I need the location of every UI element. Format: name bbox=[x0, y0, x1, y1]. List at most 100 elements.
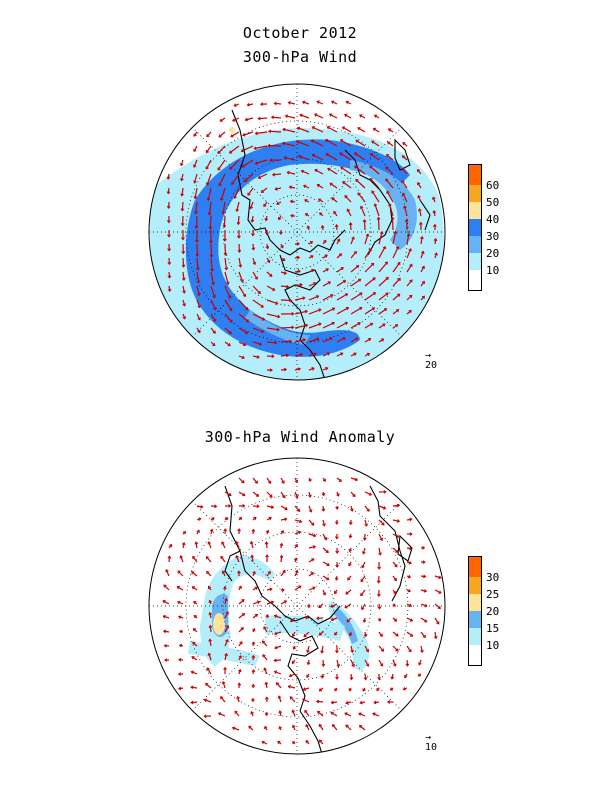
wind-vector bbox=[392, 533, 399, 538]
wind-vector-head bbox=[180, 208, 185, 212]
wind-vector-head bbox=[342, 280, 347, 284]
wind-vector-head bbox=[339, 139, 344, 143]
wind-vector-head bbox=[423, 589, 428, 593]
wind-vector-head bbox=[297, 154, 302, 159]
wind-vector-head bbox=[312, 586, 316, 590]
reference-vector-label: 10 bbox=[425, 742, 438, 753]
wind-vector bbox=[364, 338, 371, 343]
wind-vector bbox=[392, 561, 398, 568]
wind-vector-head bbox=[359, 114, 363, 118]
wind-vector bbox=[168, 285, 171, 292]
wind-vector-head bbox=[390, 676, 395, 680]
wind-vector bbox=[191, 656, 198, 661]
wind-vector-head bbox=[193, 148, 197, 153]
wind-vector-head bbox=[318, 688, 323, 692]
wind-vector bbox=[224, 611, 229, 619]
wind-vector bbox=[339, 152, 352, 161]
wind-vector-head bbox=[196, 280, 201, 284]
wind-vector bbox=[342, 181, 352, 189]
wind-vector bbox=[255, 159, 268, 165]
wind-vector bbox=[406, 645, 412, 653]
wind-vector-head bbox=[252, 261, 257, 266]
wind-vector-head bbox=[351, 663, 355, 668]
wind-vector bbox=[238, 243, 241, 253]
wind-vector-head bbox=[395, 648, 399, 652]
wind-vector-head bbox=[305, 740, 309, 744]
wind-vector bbox=[346, 209, 352, 217]
wind-vector-head bbox=[241, 164, 245, 168]
wind-vector bbox=[271, 116, 282, 119]
wind-vector-head bbox=[257, 116, 261, 121]
wind-vector bbox=[208, 201, 212, 215]
wind-vector bbox=[220, 696, 226, 703]
wind-vector-head bbox=[269, 494, 273, 498]
wind-vector-head bbox=[423, 574, 427, 579]
wind-vector-head bbox=[261, 329, 265, 334]
wind-vector bbox=[163, 630, 170, 633]
wind-vector-head bbox=[396, 534, 400, 538]
wind-vector-head bbox=[392, 603, 396, 607]
wind-vector bbox=[251, 555, 254, 563]
wind-vector-head bbox=[236, 695, 240, 700]
wind-vector-head bbox=[282, 257, 286, 262]
wind-vector bbox=[378, 338, 384, 343]
wind-vector-head bbox=[212, 294, 216, 299]
wind-vector bbox=[196, 313, 201, 321]
wind-vector bbox=[406, 659, 409, 666]
wind-vector bbox=[289, 186, 296, 189]
wind-vector bbox=[252, 600, 260, 605]
wind-vector bbox=[369, 178, 380, 189]
wind-vector bbox=[364, 234, 369, 245]
wind-vector-head bbox=[362, 688, 366, 692]
wind-vector bbox=[434, 617, 440, 625]
wind-vector-head bbox=[314, 168, 318, 173]
wind-vector bbox=[176, 586, 184, 591]
wind-vector bbox=[229, 145, 240, 154]
wind-vector bbox=[196, 505, 203, 508]
wind-vector bbox=[417, 182, 422, 189]
wind-vector-head bbox=[286, 284, 290, 289]
wind-vector-head bbox=[376, 687, 380, 692]
wind-vector-head bbox=[311, 367, 315, 371]
wind-vector-head bbox=[235, 208, 240, 213]
wind-vector-head bbox=[291, 660, 295, 665]
wind-vector bbox=[274, 645, 282, 649]
wind-vector bbox=[238, 257, 242, 268]
wind-vector-head bbox=[191, 586, 195, 590]
wind-vector bbox=[210, 341, 216, 347]
wind-vector bbox=[364, 248, 372, 259]
wind-vector bbox=[218, 131, 226, 138]
wind-vector-head bbox=[254, 613, 259, 618]
wind-vector-head bbox=[268, 129, 272, 134]
wind-vector-head bbox=[302, 296, 306, 301]
wind-vector bbox=[406, 617, 413, 622]
wind-vector bbox=[330, 711, 338, 717]
wind-vector bbox=[241, 159, 254, 168]
wind-vector-head bbox=[228, 504, 232, 508]
wind-vector-head bbox=[211, 282, 215, 286]
anomaly-vectors bbox=[162, 477, 442, 745]
wind-vector bbox=[261, 741, 268, 745]
wind-vector-head bbox=[205, 182, 210, 186]
reference-vector-1: → 20 bbox=[425, 351, 437, 372]
colorbar-label: 20 bbox=[486, 605, 500, 618]
wind-vector bbox=[252, 271, 258, 280]
wind-vector bbox=[251, 215, 254, 222]
wind-vector-head bbox=[284, 506, 288, 511]
wind-vector-head bbox=[357, 322, 361, 326]
wind-vector bbox=[289, 696, 296, 703]
wind-vector-head bbox=[371, 262, 375, 266]
wind-vector-head bbox=[265, 613, 270, 618]
wind-vector bbox=[204, 699, 212, 703]
wind-vector-head bbox=[227, 343, 231, 347]
wind-vector-head bbox=[222, 224, 227, 229]
wind-vector-head bbox=[169, 543, 173, 548]
colorbar-label: 60 bbox=[486, 179, 500, 192]
wind-vector-head bbox=[268, 516, 272, 521]
wind-vector-head bbox=[376, 216, 381, 220]
colorbar-label: 40 bbox=[486, 213, 500, 226]
wind-vector-head bbox=[242, 133, 246, 137]
wind-vector-head bbox=[358, 712, 362, 716]
wind-vector-head bbox=[316, 337, 320, 341]
wind-vector-head bbox=[386, 700, 391, 704]
